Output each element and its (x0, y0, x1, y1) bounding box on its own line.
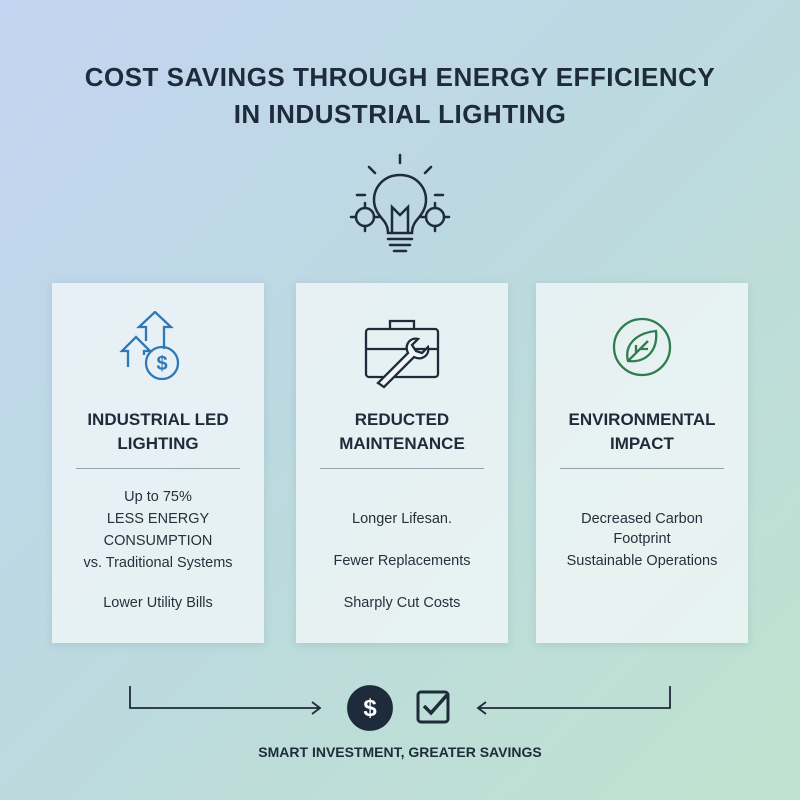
savings-icon: $ (119, 311, 180, 381)
card-heading: INDUSTRIAL LED (87, 410, 229, 429)
card-text: LESS ENERGY (106, 511, 210, 527)
card-text: Footprint (613, 531, 671, 547)
divider (560, 468, 724, 469)
card-heading: REDUCTED (354, 410, 450, 429)
card-text: Sharply Cut Costs (343, 595, 461, 611)
card-text: Lower Utility Bills (103, 595, 213, 611)
leaf-icon (612, 317, 672, 377)
card-text: Up to 75% (124, 489, 192, 505)
title: COST SAVINGS THROUGH ENERGY EFFICIENCY (84, 62, 716, 92)
card-text: vs. Traditional Systems (83, 555, 233, 571)
card-text: CONSUMPTION (103, 533, 213, 549)
card: ENVIRONMENTAL IMPACT Decreased Carbon Fo… (536, 283, 748, 643)
card-heading: IMPACT (610, 434, 674, 453)
divider (76, 468, 240, 469)
card-text: Sustainable Operations (566, 553, 718, 569)
footer-text: SMART INVESTMENT, GREATER SAVINGS (258, 744, 542, 760)
card: REDUCTED MAINTENANCE Longer Lifesan. Few… (296, 283, 508, 643)
card-heading: ENVIRONMENTAL (568, 410, 716, 429)
svg-text:$: $ (156, 353, 167, 375)
card-heading: MAINTENANCE (339, 434, 465, 453)
divider (320, 468, 484, 469)
title: IN INDUSTRIAL LIGHTING (233, 99, 567, 129)
card-text: Longer Lifesan. (352, 511, 452, 527)
svg-text:$: $ (363, 695, 377, 722)
footer-graphic: $ (129, 685, 671, 731)
card: $ INDUSTRIAL LED LIGHTING Up to 75% LESS… (52, 283, 264, 643)
card-heading: LIGHTING (117, 434, 199, 453)
card-text: Decreased Carbon (581, 511, 703, 527)
bulb-icon (349, 153, 451, 253)
maintenance-icon (364, 319, 440, 389)
card-text: Fewer Replacements (333, 553, 471, 569)
